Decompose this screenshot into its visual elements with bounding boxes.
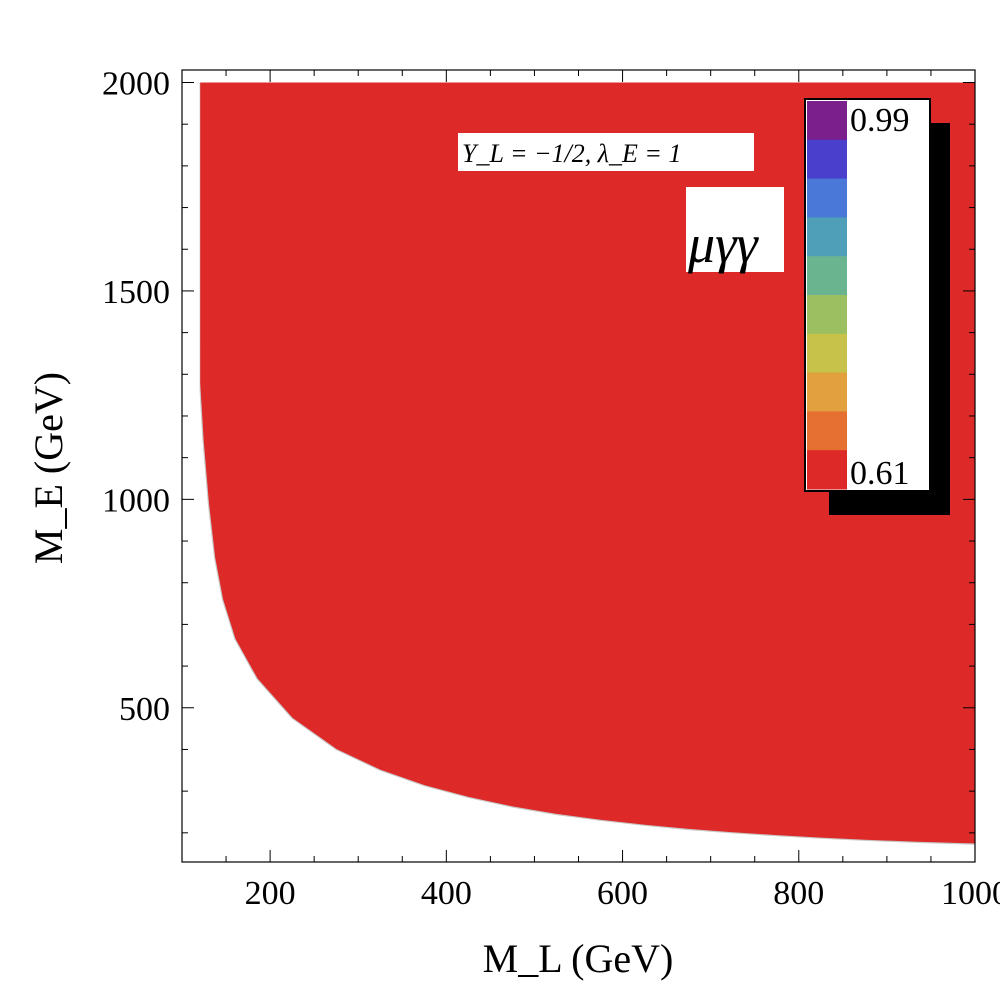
x-tick-label: 800 — [773, 875, 824, 912]
colorbar-swatch — [807, 372, 847, 412]
colorbar-swatch — [807, 256, 847, 296]
colorbar-swatch — [807, 101, 847, 141]
x-tick-label: 200 — [245, 875, 296, 912]
axis-ticks: 200 400 600 800 1000 500 1000 1500 2000 — [102, 66, 1000, 912]
left-margin — [182, 70, 200, 862]
y-tick-label: 500 — [119, 691, 170, 728]
colorbar-max-label: 0.61 — [850, 455, 910, 492]
colorbar-swatch — [807, 217, 847, 257]
colorbar-label: μγγ — [687, 214, 759, 274]
excluded-region — [199, 391, 975, 862]
colorbar-swatch — [807, 450, 847, 490]
x-tick-label: 400 — [421, 875, 472, 912]
annotation-box — [458, 133, 754, 171]
annotation-text: Y_L = −1/2, λ_E = 1 — [462, 139, 681, 168]
x-axis-label: M_L (GeV) — [483, 936, 674, 981]
y-tick-label: 2000 — [102, 66, 170, 103]
parameter-annotation: Y_L = −1/2, λ_E = 1 — [458, 133, 754, 171]
colorbar-swatch — [807, 411, 847, 451]
colorbar-swatches — [807, 101, 847, 490]
colorbar-swatch — [807, 333, 847, 374]
x-tick-label: 600 — [597, 875, 648, 912]
colorbar-swatch — [807, 295, 847, 335]
y-axis-label: M_E (GeV) — [26, 372, 71, 564]
y-tick-label: 1500 — [102, 274, 170, 311]
top-margin — [182, 70, 975, 83]
colorbar-legend: μγγ 0.99 0.61 — [686, 98, 950, 515]
colorbar-min-label: 0.99 — [850, 102, 910, 139]
colorbar-swatch — [807, 178, 847, 218]
y-tick-label: 1000 — [102, 482, 170, 519]
colorbar-label-box — [686, 187, 784, 272]
colorbar-swatch — [807, 139, 847, 180]
x-tick-label: 1000 — [941, 875, 1000, 912]
